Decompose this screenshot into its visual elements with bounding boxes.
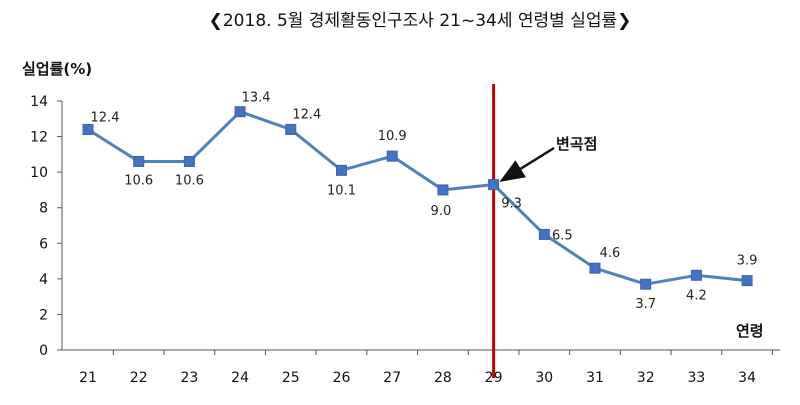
y-tick-label: 0 [39,343,48,359]
x-axis-label: 연령 [736,322,764,340]
x-tick-label: 23 [180,370,198,386]
x-tick-label: 30 [535,370,553,386]
x-tick-label: 21 [79,370,97,386]
data-label: 10.6 [175,173,204,188]
y-tick-label: 4 [39,272,48,288]
x-tick-label: 24 [231,370,249,386]
data-point [386,150,398,162]
data-label: 9.3 [501,197,522,212]
data-label: 13.4 [242,91,271,106]
data-label: 10.9 [378,129,407,144]
x-tick-label: 22 [130,370,148,386]
y-tick-label: 6 [39,236,48,252]
data-point [741,275,753,287]
inflection-annotation: 변곡점 [556,135,597,153]
data-label: 12.4 [292,107,321,122]
inflection-arrow [499,146,555,182]
data-point [285,123,297,135]
data-point [538,228,550,240]
x-tick-label: 31 [586,370,604,386]
data-label-layer: 12.4 10.6 10.6 13.4 12.4 10.1 10.9 9.0 9.3 6.5 4.6… [91,91,758,313]
data-label: 4.6 [600,246,621,261]
data-point [589,262,601,274]
x-axis: 2122232425262728293031323334 [62,349,780,386]
x-tick-label: 27 [383,370,401,386]
y-axis-label: 실업률(%) [22,60,92,78]
data-label: 3.9 [737,254,758,269]
data-label: 9.0 [431,204,452,219]
y-axis: 0 2 4 6 8 10 12 14 [30,94,63,359]
data-label: 6.5 [552,228,573,243]
data-point [82,123,94,135]
data-label: 3.7 [635,297,656,312]
data-point [336,164,347,176]
y-tick-label: 8 [39,201,48,217]
y-tick-label: 10 [30,165,48,181]
y-tick-label: 2 [39,307,48,323]
x-tick-label: 28 [434,370,452,386]
data-point [234,106,246,118]
series-layer [82,106,753,290]
x-tick-label: 32 [637,370,655,386]
data-label: 4.2 [686,288,707,303]
y-tick-label: 12 [30,130,48,146]
x-tick-label: 33 [687,370,705,386]
data-point [690,269,702,281]
y-tick-label: 14 [30,94,48,110]
data-label: 10.6 [124,173,153,188]
data-point [183,155,195,167]
data-point [437,184,449,196]
chart-title: ❮2018. 5월 경제활동인구조사 21~34세 연령별 실업률❯ [209,11,632,31]
x-tick-label: 26 [333,370,351,386]
series-line [87,110,748,286]
x-tick-label: 25 [282,370,300,386]
data-point [640,278,652,290]
data-label: 12.4 [91,110,120,125]
data-point [133,155,145,167]
data-point [488,179,500,191]
x-tick-label: 34 [738,370,756,386]
data-label: 10.1 [327,183,356,198]
